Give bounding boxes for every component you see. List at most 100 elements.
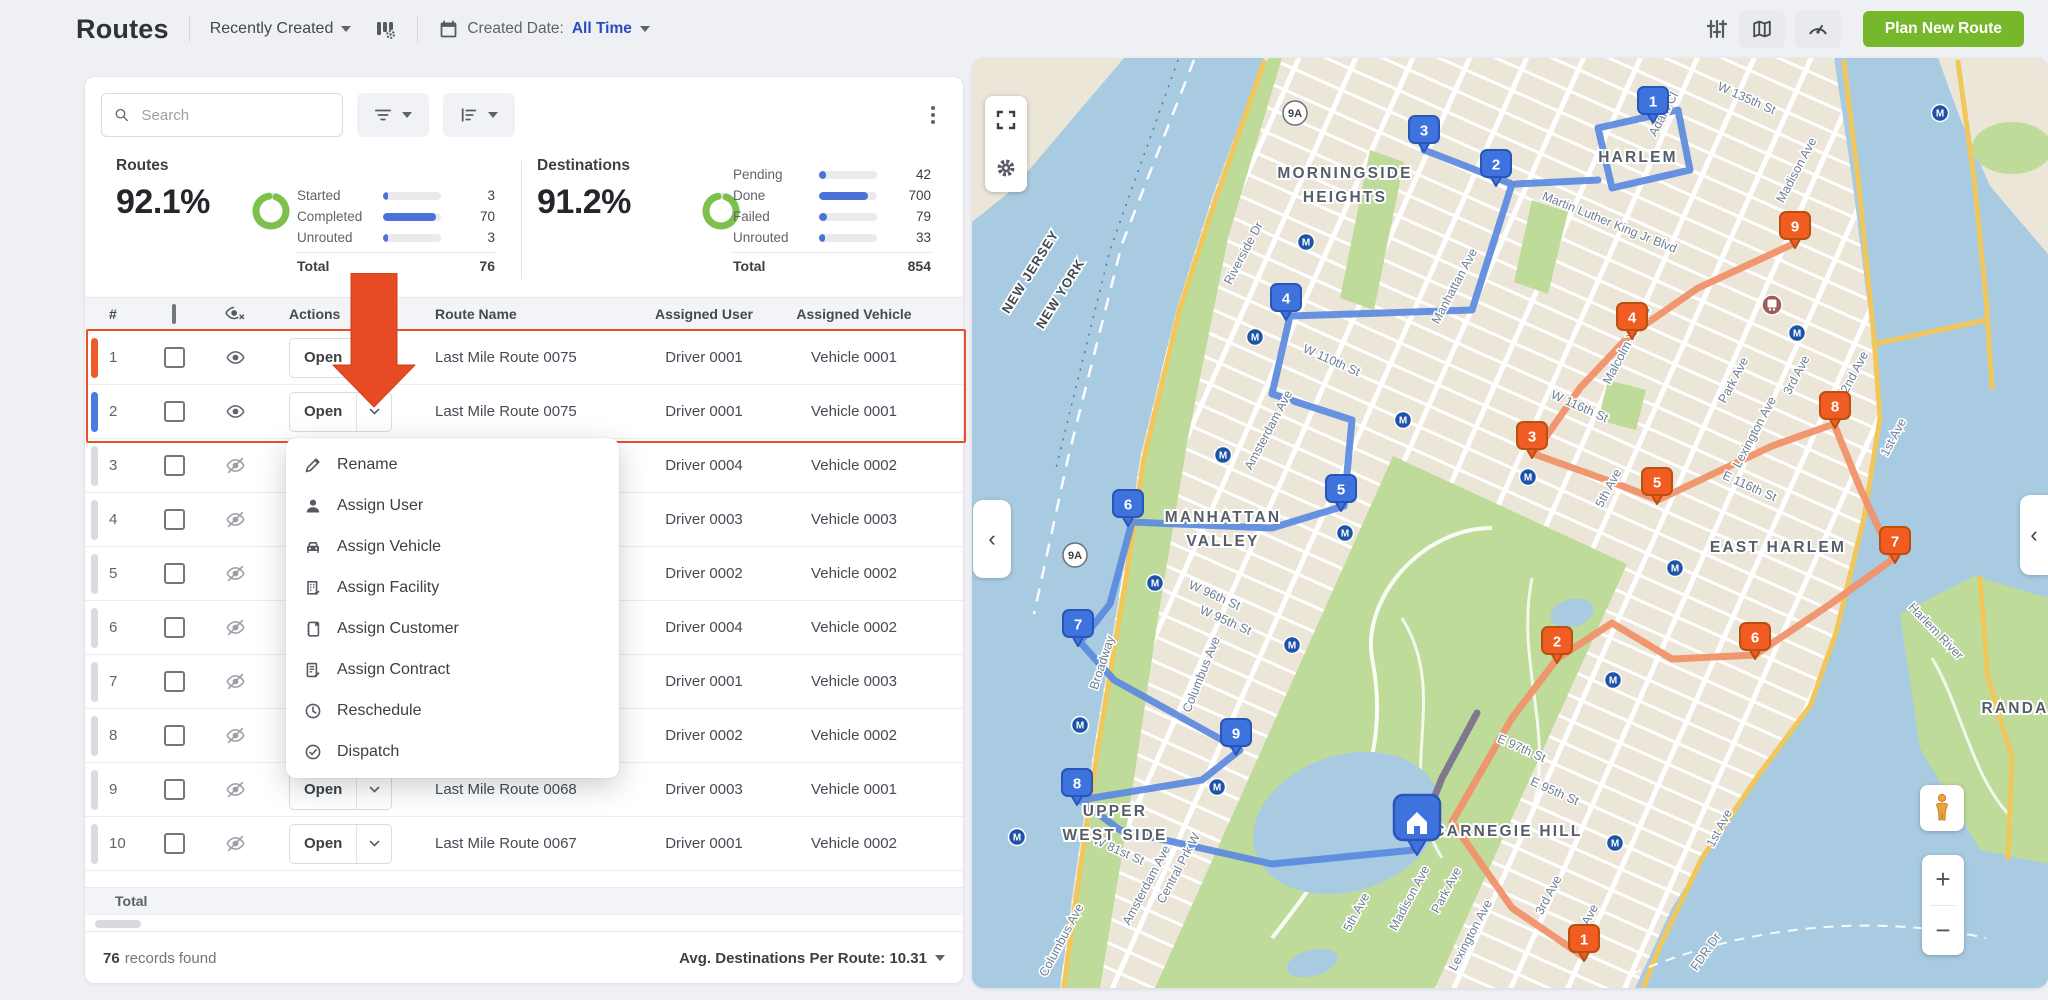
row-checkbox[interactable] xyxy=(164,455,185,476)
col-assigned-user[interactable]: Assigned User xyxy=(639,306,769,322)
subway-station-icon[interactable]: M xyxy=(1667,560,1684,577)
subway-station-icon[interactable]: M xyxy=(1932,105,1949,122)
scrollbar-thumb[interactable] xyxy=(95,920,141,928)
subway-station-icon[interactable]: M xyxy=(1395,412,1412,429)
avg-destinations-dropdown[interactable]: Avg. Destinations Per Route: 10.31 xyxy=(679,950,945,967)
row-checkbox[interactable] xyxy=(164,347,185,368)
subway-station-icon[interactable]: M xyxy=(1072,717,1089,734)
open-route-button[interactable]: Open xyxy=(289,824,392,864)
stat-value: 700 xyxy=(877,188,931,203)
eye-visible-icon[interactable] xyxy=(203,348,267,367)
chevron-down-icon[interactable] xyxy=(356,825,391,863)
search-input[interactable] xyxy=(140,106,330,125)
zoom-in-button[interactable]: + xyxy=(1922,855,1964,905)
horizontal-scrollbar[interactable] xyxy=(85,915,963,931)
subway-station-icon[interactable]: M xyxy=(1298,234,1315,251)
menu-item-rename[interactable]: Rename xyxy=(286,444,619,485)
stat-label: Unrouted xyxy=(297,230,383,245)
eye-hidden-icon[interactable] xyxy=(203,672,267,691)
dashboard-speed-button[interactable] xyxy=(1795,10,1841,48)
eye-hidden-icon[interactable] xyxy=(203,564,267,583)
subway-station-icon[interactable]: M xyxy=(1215,447,1232,464)
svg-text:5: 5 xyxy=(1337,482,1345,499)
col-route-name[interactable]: Route Name xyxy=(419,306,639,322)
chevron-down-icon[interactable] xyxy=(356,339,391,377)
menu-item-dispatch[interactable]: Dispatch xyxy=(286,731,619,772)
list-footer: 76 records found Avg. Destinations Per R… xyxy=(85,931,963,984)
subway-station-icon[interactable]: M xyxy=(1209,779,1226,796)
row-checkbox[interactable] xyxy=(164,617,185,638)
rail-station-icon[interactable] xyxy=(1762,295,1782,315)
fullscreen-button[interactable] xyxy=(991,105,1021,135)
row-checkbox[interactable] xyxy=(164,671,185,692)
menu-item-assign-vehicle[interactable]: Assign Vehicle xyxy=(286,526,619,567)
svg-text:M: M xyxy=(1341,529,1349,540)
col-actions[interactable]: Actions xyxy=(267,306,419,322)
row-checkbox[interactable] xyxy=(164,563,185,584)
eye-hidden-icon[interactable] xyxy=(203,456,267,475)
subway-station-icon[interactable]: M xyxy=(1284,637,1301,654)
menu-item-label: Rename xyxy=(337,456,397,474)
stat-label: Pending xyxy=(733,167,819,182)
eye-hidden-icon[interactable] xyxy=(203,618,267,637)
collapse-list-button[interactable]: ‹ xyxy=(973,500,1011,578)
map-canvas[interactable]: MMMMMMMMMMMMMMMM 9A9A Riverside DrManhat… xyxy=(972,58,2048,988)
menu-item-assign-facility[interactable]: Assign Facility xyxy=(286,567,619,608)
plan-new-route-button[interactable]: Plan New Route xyxy=(1863,11,2024,47)
col-assigned-vehicle[interactable]: Assigned Vehicle xyxy=(769,306,939,322)
street-view-pegman[interactable] xyxy=(1920,785,1964,831)
col-number[interactable]: # xyxy=(109,306,145,322)
chevron-down-icon[interactable] xyxy=(356,393,391,431)
tune-icon[interactable] xyxy=(1705,17,1729,41)
subway-station-icon[interactable]: M xyxy=(1520,469,1537,486)
user-icon xyxy=(304,497,322,515)
svg-text:2: 2 xyxy=(1553,634,1561,651)
subway-station-icon[interactable]: M xyxy=(1789,325,1806,342)
column-settings-icon[interactable] xyxy=(373,17,397,41)
search-box[interactable] xyxy=(101,93,343,137)
menu-item-reschedule[interactable]: Reschedule xyxy=(286,690,619,731)
filter-button[interactable] xyxy=(357,93,429,137)
select-all-checkbox[interactable] xyxy=(172,304,176,324)
eye-hidden-icon[interactable] xyxy=(203,726,267,745)
stat-bar xyxy=(819,192,877,200)
menu-item-assign-customer[interactable]: Assign Customer xyxy=(286,608,619,649)
menu-item-assign-contract[interactable]: Assign Contract xyxy=(286,649,619,690)
subway-station-icon[interactable]: M xyxy=(1247,329,1264,346)
svg-text:M: M xyxy=(1793,329,1801,340)
subway-station-icon[interactable]: M xyxy=(1605,672,1622,689)
row-checkbox[interactable] xyxy=(164,725,185,746)
eye-hidden-icon[interactable] xyxy=(203,510,267,529)
map-settings-button[interactable] xyxy=(991,153,1021,183)
more-options-icon[interactable] xyxy=(921,103,945,127)
eye-visible-icon[interactable] xyxy=(203,402,267,421)
row-checkbox[interactable] xyxy=(164,509,185,530)
svg-text:M: M xyxy=(1936,109,1944,120)
collapse-right-button[interactable]: ‹ xyxy=(2020,495,2048,575)
subway-station-icon[interactable]: M xyxy=(1147,575,1164,592)
subway-station-icon[interactable]: M xyxy=(1009,829,1026,846)
row-checkbox[interactable] xyxy=(164,833,185,854)
assigned-user: Driver 0004 xyxy=(639,457,769,474)
chevron-down-icon xyxy=(640,26,650,32)
row-number: 1 xyxy=(109,349,145,366)
row-checkbox[interactable] xyxy=(164,401,185,422)
open-route-button[interactable]: Open xyxy=(289,392,392,432)
sort-dropdown[interactable]: Recently Created xyxy=(210,20,352,38)
menu-item-assign-user[interactable]: Assign User xyxy=(286,485,619,526)
group-sort-button[interactable] xyxy=(443,93,515,137)
eye-hidden-icon[interactable] xyxy=(203,780,267,799)
map-panel[interactable]: MMMMMMMMMMMMMMMM 9A9A Riverside DrManhat… xyxy=(972,58,2048,988)
date-filter-dropdown[interactable]: Created Date: All Time xyxy=(438,19,650,40)
eye-hidden-icon[interactable] xyxy=(203,834,267,853)
open-route-button[interactable]: Open xyxy=(289,338,392,378)
subway-station-icon[interactable]: M xyxy=(1607,835,1624,852)
subway-station-icon[interactable]: M xyxy=(1337,525,1354,542)
toggle-visibility-all-icon[interactable] xyxy=(203,303,267,326)
row-checkbox[interactable] xyxy=(164,779,185,800)
map-view-button[interactable] xyxy=(1739,10,1785,48)
area-label: RANDA xyxy=(1982,700,2048,717)
row-number: 6 xyxy=(109,619,145,636)
zoom-out-button[interactable]: − xyxy=(1922,906,1964,956)
assigned-user: Driver 0001 xyxy=(639,403,769,420)
